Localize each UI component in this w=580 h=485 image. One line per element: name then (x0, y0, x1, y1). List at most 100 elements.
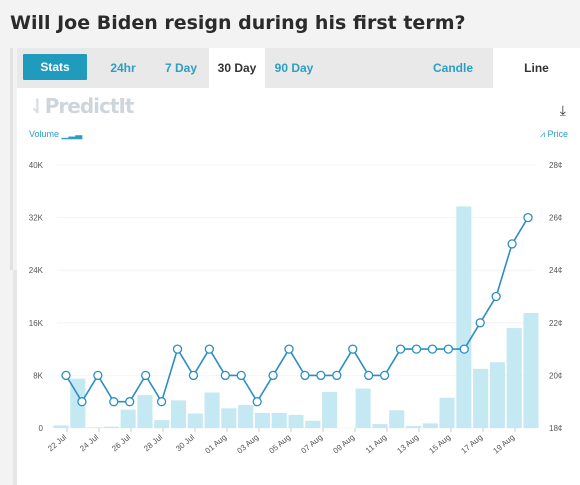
volume-bar (439, 397, 455, 428)
date-tick-label: 01 Aug (203, 433, 228, 456)
volume-bar (170, 400, 187, 428)
price-point (172, 344, 183, 354)
volume-tick-label: 40K (29, 161, 44, 170)
volume-bar (389, 410, 405, 428)
price-point (141, 370, 151, 381)
price-tick-label: 22¢ (549, 319, 562, 328)
volume-bar (238, 404, 254, 428)
left-edge-divider (10, 48, 13, 270)
date-tick-label: 07 Aug (299, 433, 324, 456)
chart-tab-bar: Stats 24hr 7 Day 30 Day 90 Day Candle Li… (17, 48, 580, 88)
chart-panel: Stats 24hr 7 Day 30 Day 90 Day Candle Li… (17, 48, 580, 485)
price-point (411, 344, 422, 354)
volume-bar (489, 362, 505, 428)
volume-bar (254, 412, 270, 428)
price-point (379, 370, 390, 381)
price-point (459, 344, 469, 354)
price-point (156, 397, 167, 407)
date-tick-label: 05 Aug (267, 433, 292, 456)
date-tick-label: 09 Aug (331, 433, 356, 456)
price-legend-label: Price (547, 129, 568, 139)
price-tick-label: 26¢ (549, 214, 562, 223)
price-points (61, 212, 533, 407)
volume-bar (187, 413, 203, 428)
volume-bar (154, 420, 170, 428)
price-point (427, 344, 438, 354)
volume-bar (355, 388, 371, 428)
price-tick-label: 24¢ (549, 266, 562, 275)
date-tick-label: 19 Aug (491, 433, 516, 456)
tab-7-day[interactable]: 7 Day (164, 61, 198, 75)
volume-bars (53, 206, 539, 428)
price-point (395, 344, 406, 354)
price-point (125, 397, 135, 407)
volume-bar (372, 424, 388, 428)
volume-bar (221, 408, 237, 428)
volume-bar (271, 412, 287, 428)
page-title: Will Joe Biden resign during his first t… (10, 12, 466, 34)
tab-90-day[interactable]: 90 Day (274, 61, 314, 75)
price-point (204, 344, 215, 354)
predictit-logo: ⇃PredictIt (29, 94, 134, 118)
price-point (109, 397, 119, 407)
price-volume-chart: 0 8K 16K 24K 32K 40K 18¢ 20¢ 22¢ 24¢ 26¢ 28¢ 22 Ju… (29, 161, 563, 456)
tab-30-day[interactable]: 30 Day (209, 48, 265, 88)
price-point (284, 344, 294, 354)
price-point (61, 370, 71, 381)
volume-bar (204, 392, 220, 428)
volume-bar (405, 426, 422, 428)
price-point (507, 239, 517, 249)
price-point (332, 370, 342, 381)
price-point (268, 370, 278, 381)
price-point (252, 397, 262, 407)
volume-legend-label: Volume (29, 129, 60, 139)
price-point (236, 370, 246, 381)
date-tick-label: 15 Aug (427, 433, 452, 456)
tab-24hr[interactable]: 24hr (110, 61, 136, 75)
price-legend[interactable]: ⩘ Price (540, 129, 568, 140)
volume-bar (103, 426, 119, 428)
tab-stats[interactable]: Stats (23, 54, 87, 80)
price-point (491, 291, 501, 302)
volume-bar (137, 395, 153, 428)
price-point (188, 370, 199, 381)
price-axis-ticks: 18¢ 20¢ 22¢ 24¢ 26¢ 28¢ (549, 161, 562, 433)
price-tick-label: 28¢ (549, 161, 562, 170)
date-axis-ticks: 22 Jul 24 Jul 26 Jul 28 Jul 30 Jul 01 Aug 03 A… (46, 428, 516, 456)
date-tick-label: 28 Jul (142, 433, 164, 454)
date-tick-label: 13 Aug (395, 433, 420, 456)
volume-bar (422, 423, 438, 428)
price-point (300, 370, 310, 381)
price-point (220, 370, 230, 381)
volume-legend[interactable]: Volume ▁▂▃ (29, 129, 82, 140)
volume-bar (322, 391, 338, 428)
volume-tick-label: 16K (29, 319, 44, 328)
volume-bar (456, 206, 472, 428)
date-tick-label: 11 Aug (364, 433, 388, 456)
date-tick-label: 03 Aug (235, 433, 260, 456)
price-point (77, 397, 87, 407)
volume-tick-label: 32K (29, 214, 44, 223)
volume-tick-label: 24K (29, 266, 44, 275)
price-tick-label: 18¢ (549, 424, 562, 433)
price-point (316, 370, 326, 381)
date-tick-label: 26 Jul (110, 433, 132, 454)
volume-bar (305, 420, 321, 428)
download-icon[interactable]: ⤓ (559, 102, 566, 118)
line-chart-icon: ⩘ (539, 129, 545, 139)
tab-candle[interactable]: Candle (432, 61, 473, 75)
volume-bar (120, 409, 136, 428)
volume-tick-label: 8K (33, 371, 43, 380)
price-point (348, 344, 358, 354)
price-tick-label: 20¢ (549, 371, 562, 380)
bar-chart-icon: ▁▂▃ (61, 129, 83, 139)
volume-bar (87, 427, 103, 428)
price-point (443, 344, 453, 354)
volume-bar (53, 425, 69, 428)
date-tick-label: 22 Jul (46, 433, 68, 454)
date-tick-label: 24 Jul (78, 433, 100, 454)
tab-line[interactable]: Line (493, 48, 580, 88)
price-point (523, 212, 533, 223)
price-point (475, 318, 485, 328)
price-point (364, 370, 374, 381)
